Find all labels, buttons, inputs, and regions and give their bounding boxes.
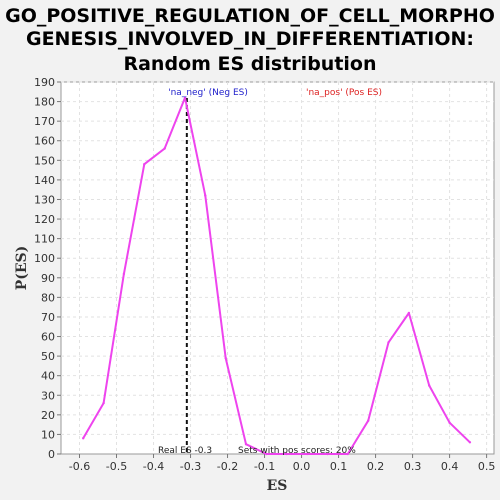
y-axis-label: P(ES) <box>14 246 30 291</box>
x-tick-label: 0.5 <box>478 460 496 473</box>
x-tick-label: -0.5 <box>106 460 127 473</box>
data-point <box>428 384 430 386</box>
y-tick-label: 130 <box>34 193 55 206</box>
y-tick-label: 60 <box>41 331 55 344</box>
sets-pos-scores-label: Sets with pos scores: 20% <box>238 446 356 456</box>
x-tick-label: 0.2 <box>367 460 385 473</box>
data-point <box>367 420 369 422</box>
y-tick-label: 0 <box>48 448 55 461</box>
y-tick-label: 40 <box>41 370 55 383</box>
x-tick-label: -0.1 <box>254 460 275 473</box>
data-point <box>102 402 104 404</box>
x-tick-label: -0.2 <box>217 460 238 473</box>
data-point <box>204 194 206 196</box>
neg-es-label: 'na_neg' (Neg ES) <box>168 88 248 98</box>
x-axis-label: ES <box>267 478 288 494</box>
data-point <box>123 273 125 275</box>
y-tick-label: 70 <box>41 311 55 324</box>
y-tick-label: 150 <box>34 154 55 167</box>
x-tick-label: -0.3 <box>180 460 201 473</box>
y-tick-label: 20 <box>41 409 55 422</box>
y-tick-label: 50 <box>41 350 55 363</box>
y-tick-label: 120 <box>34 213 55 226</box>
chart-title-line-3: Random ES distribution <box>123 53 376 75</box>
y-tick-label: 100 <box>34 252 55 265</box>
y-tick-label: 10 <box>41 428 55 441</box>
real-es-label: Real ES -0.3 <box>158 446 212 456</box>
data-point <box>225 357 227 359</box>
y-tick-label: 110 <box>34 233 55 246</box>
x-tick-label: -0.4 <box>143 460 164 473</box>
chart-title-line-2: GENESIS_INVOLVED_IN_DIFFERENTIATION: <box>26 28 474 50</box>
y-tick-label: 80 <box>41 291 55 304</box>
x-tick-label: 0.1 <box>330 460 348 473</box>
y-tick-label: 90 <box>41 272 55 285</box>
y-tick-label: 180 <box>34 96 55 109</box>
data-point <box>143 163 145 165</box>
data-point <box>387 341 389 343</box>
data-point <box>82 437 84 439</box>
y-tick-label: 160 <box>34 135 55 148</box>
y-tick-label: 190 <box>34 76 55 89</box>
pos-es-label: 'na_pos' (Pos ES) <box>306 88 382 98</box>
y-axis-ticks: 0 10 20 30 40 50 60 70 80 90 100 110 120 130 140 150 160… <box>34 76 61 461</box>
data-point <box>163 147 165 149</box>
x-tick-label: 0.4 <box>441 460 459 473</box>
data-point <box>408 312 410 314</box>
y-tick-label: 170 <box>34 115 55 128</box>
x-tick-label: 0.3 <box>404 460 422 473</box>
x-tick-label: 0.0 <box>293 460 311 473</box>
data-point <box>469 441 471 443</box>
y-tick-label: 140 <box>34 174 55 187</box>
x-axis-ticks: -0.6 -0.5 -0.4 -0.3 -0.2 -0.1 0.0 0.1 0.2 0.3 0.4 0… <box>69 454 496 473</box>
chart-title-line-1: GO_POSITIVE_REGULATION_OF_CELL_MORPHO <box>5 5 495 27</box>
x-tick-label: -0.6 <box>69 460 90 473</box>
data-point <box>448 422 450 424</box>
y-tick-label: 30 <box>41 389 55 402</box>
